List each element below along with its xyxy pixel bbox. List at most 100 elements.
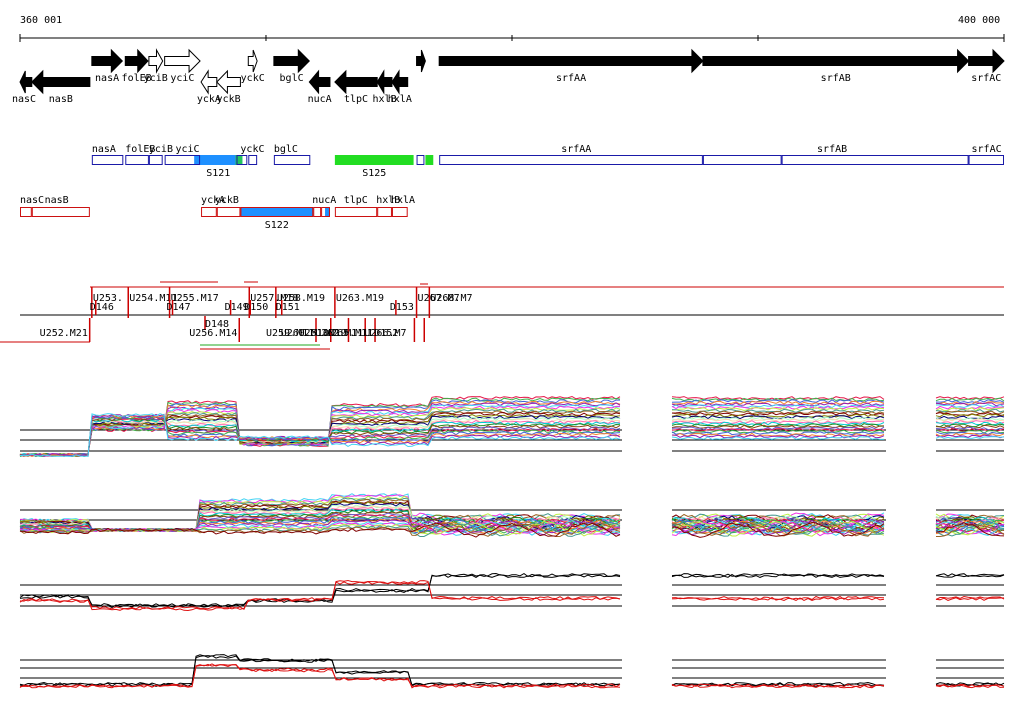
gene-label: yciC <box>170 73 194 84</box>
gene-label: srfAA <box>556 73 586 84</box>
expression-line <box>671 521 885 537</box>
expression-line <box>19 413 621 457</box>
transcript-label: yciB <box>149 144 173 155</box>
segment-block <box>235 155 243 165</box>
expression-line <box>19 663 621 689</box>
expression-line <box>671 684 884 689</box>
gene-arrow-hxlA <box>391 69 409 95</box>
downshift-label: D146 <box>90 302 114 313</box>
transcript-label: nasA <box>92 144 116 155</box>
upshift-label: U266.M7 <box>364 328 406 339</box>
expression-line <box>19 415 621 458</box>
upshift-label: U255.M17 <box>171 293 219 304</box>
expression-line <box>935 595 1005 600</box>
expression-line <box>19 581 621 612</box>
transcript-box <box>968 155 1004 165</box>
expression-line <box>671 418 885 423</box>
expression-line <box>671 521 885 537</box>
transcript-box <box>236 155 248 165</box>
gene-label: yckC <box>241 73 265 84</box>
downshift-label: D147 <box>167 302 191 313</box>
expression-line <box>671 407 884 412</box>
transcript-box <box>273 155 311 165</box>
expression-line <box>671 573 885 578</box>
gene-arrow-srfAC <box>968 48 1005 74</box>
transcript-label: srfAA <box>561 144 591 155</box>
expression-line <box>935 404 1005 409</box>
expression-profile-track <box>19 395 1005 689</box>
gene-label: nucA <box>308 94 332 105</box>
upshift-label: U253. <box>93 293 123 304</box>
expression-line <box>935 410 1005 415</box>
segment-block <box>334 155 414 165</box>
expression-line <box>19 519 621 536</box>
transcript-label: folEB <box>125 144 155 155</box>
gene-arrow-hxlB <box>376 69 393 95</box>
expression-line <box>935 517 1005 532</box>
segment-label: S125 <box>362 168 386 179</box>
gene-arrow-yckB <box>216 69 241 95</box>
transcript-box <box>216 207 241 217</box>
expression-line <box>671 521 885 538</box>
segment-block <box>240 207 314 217</box>
transcript-label: srfAC <box>972 144 1002 155</box>
gene-arrow-srfAB <box>702 48 970 74</box>
expression-line <box>671 410 885 415</box>
expression-line <box>935 432 1005 437</box>
upshift-label: U254.M11 <box>129 293 177 304</box>
expression-line <box>19 579 621 611</box>
expression-line <box>19 419 621 457</box>
segment-block <box>325 207 330 217</box>
transcript-box <box>248 155 258 165</box>
downshift-label: D151 <box>276 302 300 313</box>
transcript-label: yckA <box>201 195 225 206</box>
expression-panel <box>19 654 1005 689</box>
expression-line <box>935 428 1005 432</box>
transcript-box <box>240 207 314 217</box>
transcript-box <box>702 155 782 165</box>
expression-line <box>671 413 885 418</box>
expression-panel <box>19 493 1005 538</box>
transcript-box <box>31 207 90 217</box>
expression-line <box>935 434 1005 439</box>
transcript-label: hxlB <box>376 195 400 206</box>
transcript-box <box>20 207 32 217</box>
upshift-label: U256.M14 <box>189 328 237 339</box>
downshift-label: D148 <box>205 319 229 330</box>
gene-arrow-bglC <box>273 48 311 74</box>
transcript-label: yciC <box>175 144 199 155</box>
expression-line <box>935 421 1005 426</box>
expression-line <box>671 596 885 602</box>
expression-line <box>671 431 885 436</box>
transcript-box <box>321 207 330 217</box>
downshift-label: D153 <box>390 302 414 313</box>
gene-arrow-nucA <box>308 69 331 95</box>
expression-line <box>935 413 1005 418</box>
expression-line <box>19 655 620 687</box>
expression-line <box>935 435 1005 439</box>
transcript-box <box>439 155 703 165</box>
expression-line <box>671 399 885 404</box>
expression-line <box>935 424 1005 429</box>
gene-label: srfAC <box>971 73 1001 84</box>
transcript-label: bglC <box>274 144 298 155</box>
expression-line <box>19 654 621 687</box>
transcript-box <box>313 207 322 217</box>
gene-label: hxlB <box>373 94 397 105</box>
upshift-label: U259.M11 <box>266 328 314 339</box>
segment-block <box>425 155 434 165</box>
expression-line <box>935 597 1005 601</box>
expression-line <box>671 519 885 535</box>
expression-line <box>19 522 621 537</box>
expression-line <box>936 684 1005 689</box>
expression-line <box>671 426 885 431</box>
transcript-box <box>91 155 124 165</box>
expression-line <box>671 423 885 428</box>
transcript-box <box>334 207 378 217</box>
transcript-box <box>416 155 425 165</box>
transcript-box <box>391 207 408 217</box>
transcript-box <box>148 155 163 165</box>
